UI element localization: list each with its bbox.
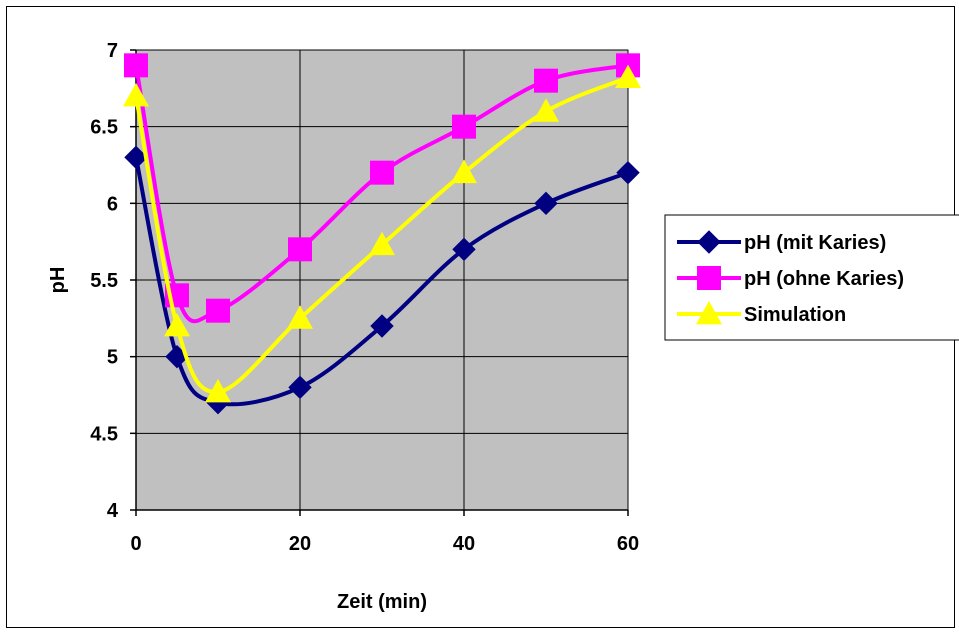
series-line <box>134 75 629 394</box>
series-line <box>134 156 629 407</box>
data-point-diamond <box>452 237 476 262</box>
series-layer <box>123 53 641 415</box>
y-tick-label: 5 <box>107 347 118 369</box>
data-point-triangle <box>164 313 190 337</box>
y-tick-label: 5.5 <box>90 270 118 292</box>
data-point-triangle <box>369 231 395 256</box>
x-tick-label: 60 <box>617 533 639 555</box>
x-tick-label: 40 <box>453 533 475 555</box>
legend-entry: pH (ohne Karies) <box>677 266 904 290</box>
legend-label: Simulation <box>744 304 846 326</box>
data-point-triangle <box>123 83 149 107</box>
x-axis-label: Zeit (min) <box>337 591 427 613</box>
data-point-square <box>534 68 558 93</box>
data-point-triangle <box>451 159 477 184</box>
legend: pH (mit Karies) pH (ohne Karies) Simulatio… <box>664 214 959 341</box>
y-tick-label: 4 <box>107 500 119 522</box>
data-point-square <box>452 114 476 139</box>
y-tick-label: 7 <box>107 40 118 62</box>
legend-entry: Simulation <box>677 301 846 326</box>
y-tick-labels: 4 4.5 5 5.5 6 6.5 7 <box>90 40 119 522</box>
legend-label: pH (ohne Karies) <box>744 268 904 290</box>
x-tick-label: 20 <box>289 533 311 555</box>
legend-label: pH (mit Karies) <box>744 232 886 254</box>
legend-swatch-marker <box>697 230 721 254</box>
data-point-diamond <box>616 160 640 185</box>
series-line <box>134 63 629 324</box>
data-point-triangle <box>615 64 641 88</box>
data-point-square <box>288 237 312 262</box>
axes <box>130 49 629 516</box>
series-1 <box>124 145 640 415</box>
y-tick-label: 4.5 <box>90 423 118 445</box>
data-point-diamond <box>288 375 312 400</box>
data-point-square <box>370 160 394 185</box>
data-point-triangle <box>287 305 313 329</box>
legend-entry: pH (mit Karies) <box>677 230 886 254</box>
data-point-diamond <box>534 191 558 216</box>
data-point-triangle <box>205 378 231 403</box>
x-tick-labels: 0 20 40 60 <box>130 533 639 555</box>
y-axis-label: pH <box>47 267 69 294</box>
data-point-triangle <box>533 98 559 122</box>
series-3 <box>123 64 641 403</box>
data-point-square <box>124 53 148 78</box>
data-point-square <box>206 298 230 323</box>
x-tick-label: 0 <box>130 533 141 555</box>
legend-swatch-marker <box>697 266 721 290</box>
legend-swatch-marker <box>696 301 722 325</box>
y-tick-label: 6.5 <box>90 117 118 139</box>
data-point-diamond <box>370 314 394 338</box>
y-tick-label: 6 <box>107 193 118 215</box>
